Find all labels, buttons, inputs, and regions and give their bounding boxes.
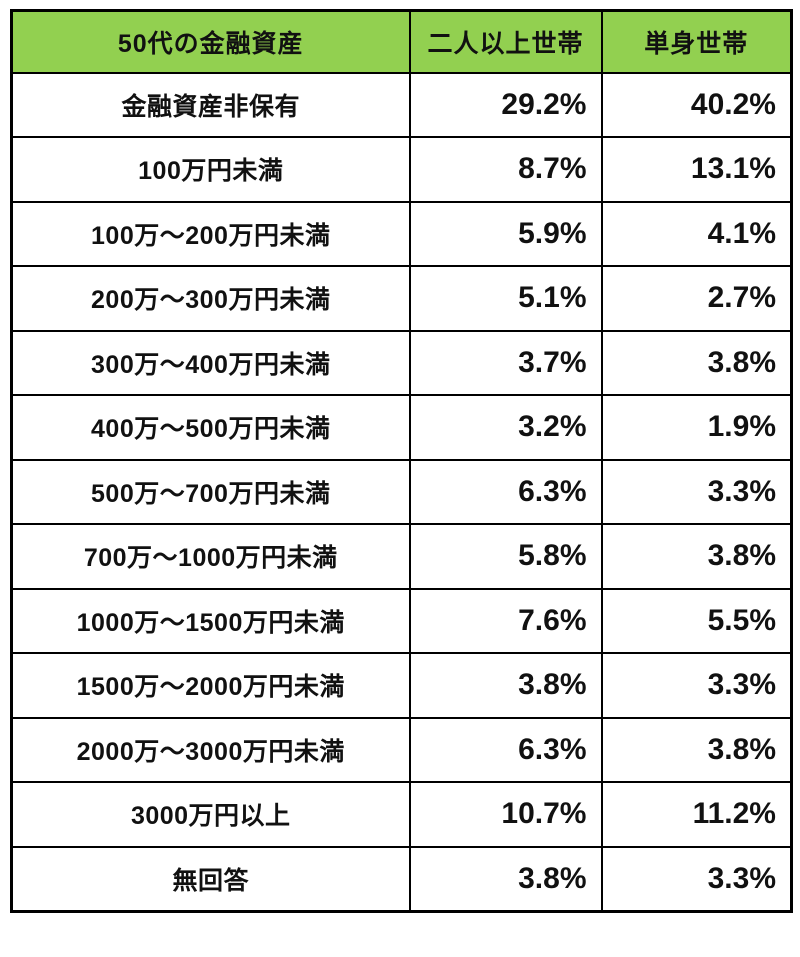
- header-single: 単身世帯: [600, 9, 793, 74]
- single-value: 3.3%: [600, 845, 793, 912]
- table-row: 2000万〜3000万円未満 6.3% 3.8%: [10, 716, 793, 783]
- row-label: 無回答: [10, 845, 411, 912]
- single-value: 5.5%: [600, 587, 793, 654]
- single-value: 1.9%: [600, 394, 793, 461]
- single-value: 3.3%: [600, 458, 793, 525]
- table-row: 1500万〜2000万円未満 3.8% 3.3%: [10, 652, 793, 719]
- single-value: 2.7%: [600, 265, 793, 332]
- two-person-value: 6.3%: [408, 716, 603, 783]
- single-value: 3.3%: [600, 652, 793, 719]
- two-person-value: 10.7%: [408, 781, 603, 848]
- single-value: 3.8%: [600, 716, 793, 783]
- two-person-value: 29.2%: [408, 71, 603, 138]
- row-label: 1000万〜1500万円未満: [10, 587, 411, 654]
- table-row: 無回答 3.8% 3.3%: [10, 845, 793, 912]
- row-label: 500万〜700万円未満: [10, 458, 411, 525]
- financial-assets-table: 50代の金融資産 二人以上世帯 単身世帯 金融資産非保有 29.2% 40.2%…: [10, 9, 793, 913]
- table-row: 300万〜400万円未満 3.7% 3.8%: [10, 329, 793, 396]
- two-person-value: 5.8%: [408, 523, 603, 590]
- two-person-value: 3.2%: [408, 394, 603, 461]
- single-value: 3.8%: [600, 329, 793, 396]
- single-value: 13.1%: [600, 136, 793, 203]
- two-person-value: 3.7%: [408, 329, 603, 396]
- single-value: 11.2%: [600, 781, 793, 848]
- row-label: 2000万〜3000万円未満: [10, 716, 411, 783]
- table-row: 700万〜1000万円未満 5.8% 3.8%: [10, 523, 793, 590]
- table-row: 100万〜200万円未満 5.9% 4.1%: [10, 200, 793, 267]
- single-value: 4.1%: [600, 200, 793, 267]
- row-label: 200万〜300万円未満: [10, 265, 411, 332]
- two-person-value: 3.8%: [408, 652, 603, 719]
- row-label: 金融資産非保有: [10, 71, 411, 138]
- table-row: 3000万円以上 10.7% 11.2%: [10, 781, 793, 848]
- header-row: 50代の金融資産 二人以上世帯 単身世帯: [10, 9, 793, 74]
- row-label: 400万〜500万円未満: [10, 394, 411, 461]
- two-person-value: 7.6%: [408, 587, 603, 654]
- table-row: 1000万〜1500万円未満 7.6% 5.5%: [10, 587, 793, 654]
- row-label: 100万円未満: [10, 136, 411, 203]
- table-row: 金融資産非保有 29.2% 40.2%: [10, 71, 793, 138]
- table-row: 200万〜300万円未満 5.1% 2.7%: [10, 265, 793, 332]
- two-person-value: 5.1%: [408, 265, 603, 332]
- row-label: 300万〜400万円未満: [10, 329, 411, 396]
- two-person-value: 6.3%: [408, 458, 603, 525]
- table-row: 400万〜500万円未満 3.2% 1.9%: [10, 394, 793, 461]
- row-label: 700万〜1000万円未満: [10, 523, 411, 590]
- two-person-value: 8.7%: [408, 136, 603, 203]
- two-person-value: 5.9%: [408, 200, 603, 267]
- table-row: 500万〜700万円未満 6.3% 3.3%: [10, 458, 793, 525]
- single-value: 40.2%: [600, 71, 793, 138]
- row-label: 100万〜200万円未満: [10, 200, 411, 267]
- table-row: 100万円未満 8.7% 13.1%: [10, 136, 793, 203]
- header-category: 50代の金融資産: [10, 9, 411, 74]
- row-label: 1500万〜2000万円未満: [10, 652, 411, 719]
- two-person-value: 3.8%: [408, 845, 603, 912]
- single-value: 3.8%: [600, 523, 793, 590]
- row-label: 3000万円以上: [10, 781, 411, 848]
- header-two-person: 二人以上世帯: [408, 9, 603, 74]
